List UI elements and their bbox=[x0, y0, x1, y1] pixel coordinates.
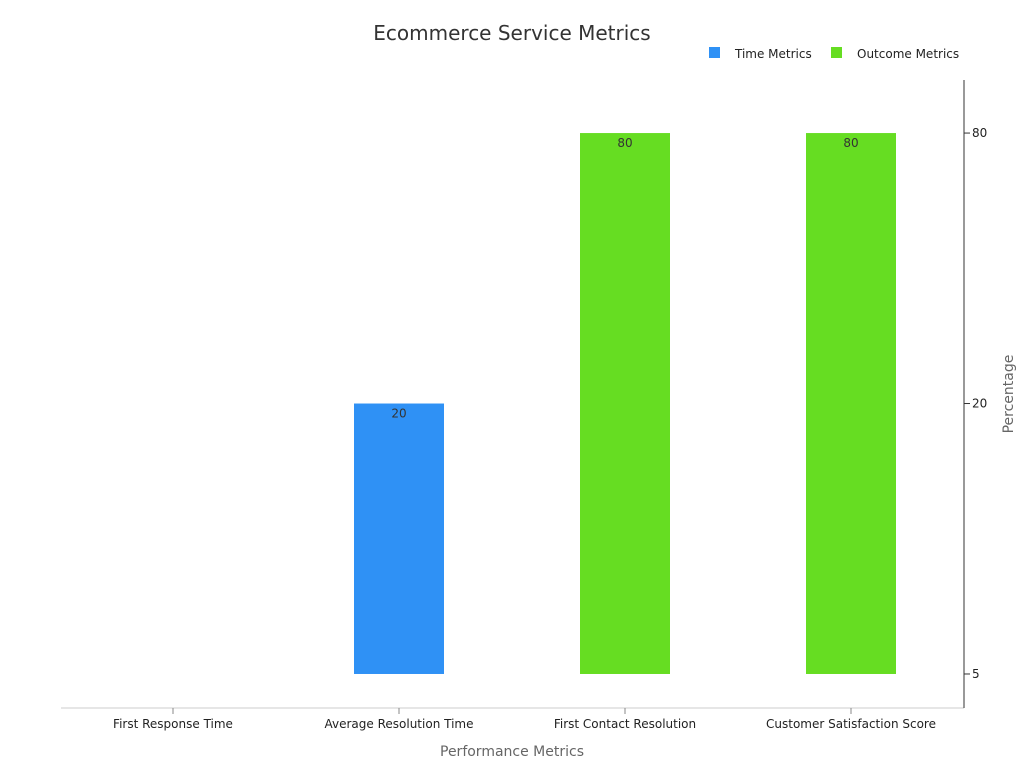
bar-customer-satisfaction-score bbox=[806, 133, 896, 674]
x-tick-label: Average Resolution Time bbox=[325, 717, 474, 731]
data-label: 80 bbox=[843, 136, 858, 150]
x-tick-label: First Contact Resolution bbox=[554, 717, 696, 731]
x-ticks-layer: First Response Time Average Resolution Ti… bbox=[113, 708, 936, 731]
legend-swatch-time-metrics bbox=[709, 47, 720, 58]
legend-label-outcome-metrics: Outcome Metrics bbox=[857, 47, 959, 61]
y-ticks-layer: 5 20 80 bbox=[964, 126, 987, 681]
x-tick-label: First Response Time bbox=[113, 717, 233, 731]
legend: Time Metrics Outcome Metrics bbox=[709, 47, 959, 61]
chart-title: Ecommerce Service Metrics bbox=[373, 21, 650, 45]
x-axis-title: Performance Metrics bbox=[440, 744, 584, 760]
y-tick-label: 5 bbox=[972, 667, 980, 681]
y-tick-label: 80 bbox=[972, 126, 987, 140]
x-tick-label: Customer Satisfaction Score bbox=[766, 717, 936, 731]
bars-layer: 20 80 80 bbox=[354, 133, 896, 674]
data-label: 80 bbox=[617, 136, 632, 150]
y-axis-title: Percentage bbox=[1001, 355, 1017, 434]
bar-average-resolution-time bbox=[354, 403, 444, 674]
bar-first-contact-resolution bbox=[580, 133, 670, 674]
legend-swatch-outcome-metrics bbox=[831, 47, 842, 58]
y-tick-label: 20 bbox=[972, 397, 987, 411]
data-label: 20 bbox=[391, 407, 406, 421]
legend-label-time-metrics: Time Metrics bbox=[734, 47, 812, 61]
